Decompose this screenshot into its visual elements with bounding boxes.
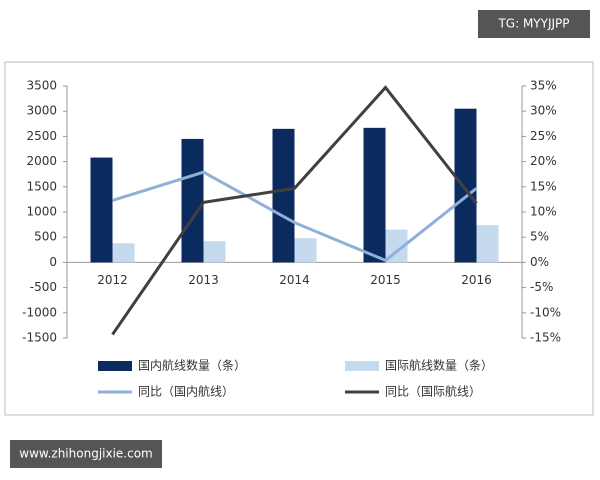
y2-tick-label: 30% (530, 104, 557, 118)
y-tick-label: 2500 (26, 129, 57, 143)
y-tick-label: 500 (34, 230, 57, 244)
watermark: www.zhihongjixie.com (19, 447, 153, 461)
line (112, 170, 478, 263)
x-tick-label: 2015 (370, 273, 401, 287)
bar (476, 225, 499, 263)
bar (272, 128, 295, 263)
watermark-box (478, 10, 590, 38)
y-tick-label: 0 (49, 255, 57, 269)
legend-swatch (345, 361, 379, 371)
y2-tick-label: 0% (530, 255, 549, 269)
x-tick-label: 2016 (461, 273, 492, 287)
watermark-box (10, 440, 162, 468)
legend-label: 同比（国际航线） (385, 384, 481, 399)
y-tick-label: -500 (30, 280, 57, 294)
bar (181, 138, 204, 263)
bar (112, 243, 135, 263)
legend-swatch (98, 361, 132, 371)
legend-label: 国内航线数量（条） (138, 358, 246, 373)
x-tick-label: 2014 (279, 273, 310, 287)
y-tick-label: 1000 (26, 205, 57, 219)
legend-label: 国际航线数量（条） (385, 358, 493, 373)
x-tick-label: 2012 (97, 273, 128, 287)
y-tick-label: -1000 (22, 305, 57, 319)
x-tick-label: 2013 (188, 273, 219, 287)
y2-tick-label: 10% (530, 205, 557, 219)
y-tick-label: 3500 (26, 79, 57, 93)
y2-tick-label: 5% (530, 230, 549, 244)
legend-label: 同比（国内航线） (138, 384, 234, 399)
y2-tick-label: -10% (530, 305, 561, 319)
y2-tick-label: 25% (530, 129, 557, 143)
y-tick-label: 3000 (26, 104, 57, 118)
line (111, 85, 478, 336)
y2-tick-label: 20% (530, 154, 557, 168)
y-tick-label: 2000 (26, 154, 57, 168)
bar (90, 157, 113, 263)
y2-tick-label: 35% (530, 79, 557, 93)
y-tick-label: 1500 (26, 179, 57, 193)
y2-tick-label: 15% (530, 179, 557, 193)
watermark: TG: MYYJJPP (497, 17, 569, 31)
bar (454, 108, 477, 263)
bar (363, 127, 386, 263)
bar (294, 238, 317, 263)
y2-tick-label: -15% (530, 331, 561, 345)
y-tick-label: -1500 (22, 331, 57, 345)
y2-tick-label: -5% (530, 280, 553, 294)
bar (203, 241, 226, 263)
